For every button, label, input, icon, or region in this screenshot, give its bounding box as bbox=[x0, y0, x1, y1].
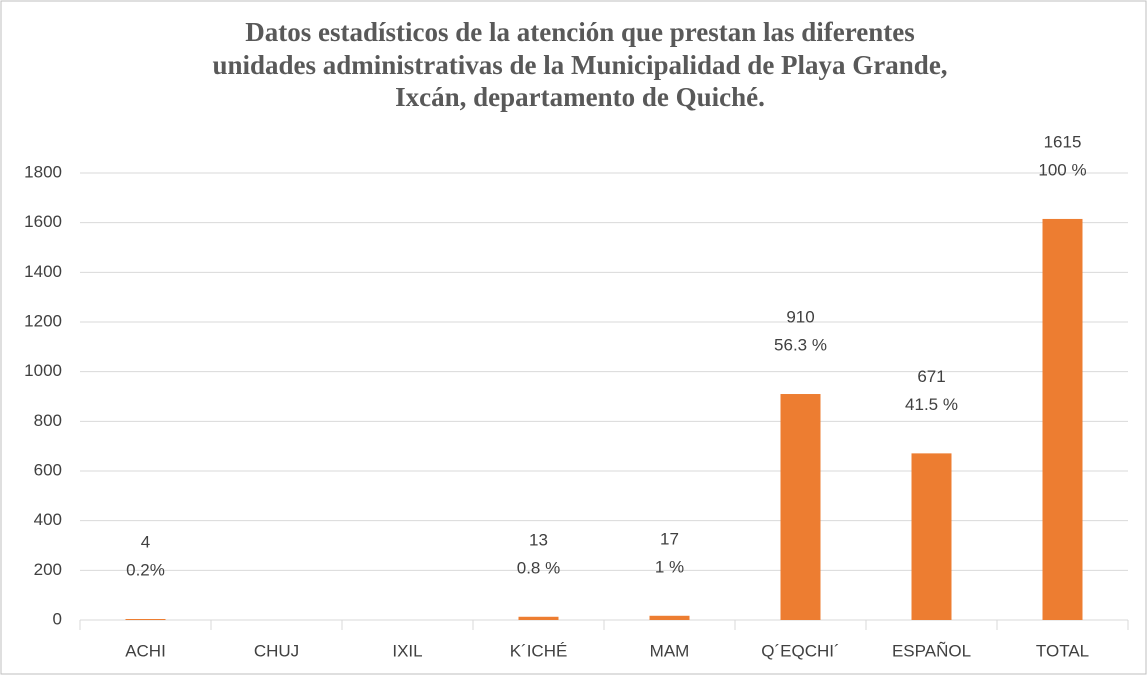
data-label: 4 bbox=[141, 532, 150, 551]
y-tick-label: 800 bbox=[34, 411, 62, 430]
y-tick-label: 400 bbox=[34, 510, 62, 529]
x-tick-label: IXIL bbox=[392, 641, 422, 660]
chart-title: unidades administrativas de la Municipal… bbox=[212, 50, 947, 80]
bar bbox=[125, 619, 166, 620]
data-label: 17 bbox=[660, 529, 679, 548]
x-tick-label: CHUJ bbox=[254, 641, 299, 660]
bar bbox=[649, 615, 690, 620]
data-label: 1 % bbox=[655, 557, 684, 576]
x-tick-label: ESPAÑOL bbox=[892, 641, 971, 660]
data-label: 910 bbox=[786, 308, 814, 327]
bar bbox=[780, 394, 821, 620]
chart-title: Ixcán, departamento de Quiché. bbox=[395, 82, 765, 112]
data-label: 13 bbox=[529, 530, 548, 549]
chart-title: Datos estadísticos de la atención que pr… bbox=[245, 17, 915, 47]
y-tick-label: 0 bbox=[53, 609, 62, 628]
y-tick-label: 1000 bbox=[24, 361, 62, 380]
bar bbox=[911, 453, 952, 620]
x-tick-label: MAM bbox=[650, 641, 690, 660]
x-tick-label: Q´EQCHI´ bbox=[761, 641, 839, 660]
bar bbox=[518, 616, 559, 620]
y-tick-label: 600 bbox=[34, 460, 62, 479]
y-tick-label: 1200 bbox=[24, 311, 62, 330]
data-label: 0.8 % bbox=[517, 558, 560, 577]
y-tick-label: 1600 bbox=[24, 212, 62, 231]
x-tick-label: K´ICHÉ bbox=[510, 641, 568, 660]
y-tick-label: 1400 bbox=[24, 262, 62, 281]
y-tick-label: 1800 bbox=[24, 162, 62, 181]
data-label: 41.5 % bbox=[905, 395, 958, 414]
y-tick-label: 200 bbox=[34, 560, 62, 579]
data-label: 56.3 % bbox=[774, 336, 827, 355]
data-label: 671 bbox=[917, 367, 945, 386]
x-tick-label: TOTAL bbox=[1036, 641, 1089, 660]
bar bbox=[1042, 218, 1083, 621]
data-label: 1615 bbox=[1044, 132, 1082, 151]
data-label: 0.2% bbox=[126, 560, 165, 579]
data-label: 100 % bbox=[1038, 160, 1086, 179]
x-tick-label: ACHI bbox=[125, 641, 166, 660]
